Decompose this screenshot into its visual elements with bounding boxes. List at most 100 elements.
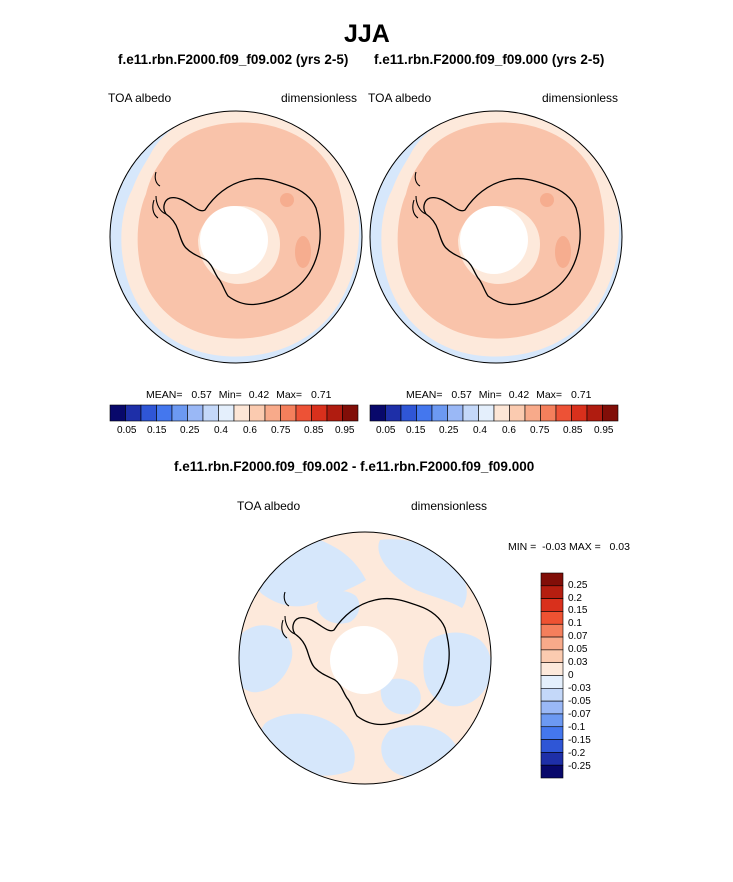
colorbar-swatch	[478, 404, 495, 422]
panel-2-max-value: 0.71	[570, 389, 592, 401]
colorbar-swatch	[540, 585, 564, 599]
map-1-peninsula	[152, 171, 167, 219]
panel-2-min-value: 0.42	[508, 389, 530, 401]
cb3-tick: -0.1	[568, 722, 586, 733]
colorbar-swatch	[540, 598, 564, 612]
colorbar-swatch	[555, 404, 572, 422]
panel-2-units-label: dimensionless	[542, 91, 619, 105]
colorbar-swatch	[416, 404, 433, 422]
colorbar-swatch	[540, 662, 564, 676]
diff-panel-title: f.e11.rbn.F2000.f09_f09.002 - f.e11.rbn.…	[174, 459, 535, 474]
colorbar-diff	[540, 572, 564, 779]
diff-variable-label: TOA albedo	[237, 499, 301, 513]
map-2-pole-hole	[460, 206, 528, 274]
cb2-tick: 0.85	[563, 425, 583, 436]
map-1-border	[109, 110, 363, 364]
colorbar-swatch	[400, 404, 417, 422]
cb1-tick: 0.05	[117, 425, 137, 436]
map-1-high-patch	[295, 236, 311, 268]
cb1-tick: 0.4	[214, 425, 228, 436]
colorbar-swatch	[540, 739, 564, 753]
cb3-tick: -0.07	[568, 709, 591, 720]
panel-1-stats: MEAN= 0.57 Min= 0.42 Max= 0.71	[146, 389, 331, 401]
colorbar-swatch	[125, 404, 142, 422]
cb3-tick: 0.15	[568, 605, 588, 616]
colorbar-swatch	[540, 700, 564, 715]
colorbar-swatch	[540, 764, 564, 779]
colorbar-swatch	[156, 404, 173, 422]
cb2-tick: 0.15	[406, 425, 426, 436]
panel-2-stats: MEAN= 0.57 Min= 0.42 Max= 0.71	[406, 389, 591, 401]
colorbar-swatch	[493, 404, 510, 422]
map-2-high-patch	[540, 193, 554, 207]
panel-1-max-value: 0.71	[310, 389, 332, 401]
cb3-tick: 0.25	[568, 580, 588, 591]
diff-peninsula	[281, 591, 296, 639]
panel-1-min-value: 0.42	[248, 389, 270, 401]
colorbar-swatch	[295, 404, 312, 422]
panel-2-max-label: Max=	[536, 389, 563, 401]
diff-coastline	[292, 597, 450, 726]
map-panel-1	[109, 110, 363, 364]
panel-2-mean-label: MEAN=	[406, 389, 443, 401]
map-2-border	[369, 110, 623, 364]
diff-negative-region	[423, 632, 491, 707]
colorbar-swatch	[540, 404, 557, 422]
colorbar-swatch	[509, 404, 526, 422]
colorbar-swatch	[233, 404, 250, 422]
panel-1-units-label: dimensionless	[281, 91, 358, 105]
colorbar-swatch	[540, 623, 564, 638]
colorbar-panel-2	[369, 404, 619, 422]
diff-pole-hole	[330, 626, 398, 694]
colorbar-swatch	[540, 636, 564, 651]
colorbar-swatch	[280, 404, 297, 422]
panel-2-case-title: f.e11.rbn.F2000.f09_f09.000 (yrs 2-5)	[374, 52, 605, 67]
cb1-tick: 0.15	[147, 425, 167, 436]
cb3-tick: 0.1	[568, 618, 582, 629]
cb3-tick: 0.2	[568, 593, 582, 604]
cb3-tick: 0	[568, 670, 574, 681]
panel-2-mean-value: 0.57	[451, 389, 472, 401]
cb1-tick: 0.6	[243, 425, 257, 436]
cb2-tick: 0.6	[502, 425, 516, 436]
colorbar-swatch	[540, 726, 564, 740]
panel-2-min-label: Min=	[478, 389, 502, 401]
colorbar-swatch	[202, 404, 219, 422]
colorbar-swatch	[571, 404, 588, 422]
cb3-tick: 0.07	[568, 631, 588, 642]
colorbar-swatch	[369, 404, 386, 422]
cb3-tick: -0.03	[568, 683, 591, 694]
colorbar-swatch	[540, 675, 564, 689]
panel-1-case-title: f.e11.rbn.F2000.f09_f09.002 (yrs 2-5)	[118, 52, 349, 67]
colorbar-swatch	[540, 649, 564, 663]
colorbar-swatch	[540, 752, 564, 766]
colorbar-swatch	[140, 404, 157, 422]
cb3-tick: -0.2	[568, 748, 586, 759]
cb2-tick: 0.4	[473, 425, 487, 436]
map-panel-2	[369, 110, 623, 364]
diff-negative-region	[317, 591, 360, 624]
cb3-tick: -0.15	[568, 735, 591, 746]
diff-negative-region	[239, 625, 293, 693]
panel-2-variable-label: TOA albedo	[368, 91, 432, 105]
cb3-tick: 0.05	[568, 644, 588, 655]
colorbar-swatch	[540, 572, 564, 587]
colorbar-swatch	[540, 688, 564, 702]
diff-units-label: dimensionless	[411, 499, 488, 513]
cb1-tick: 0.75	[271, 425, 291, 436]
map-1-coastline	[163, 177, 321, 306]
colorbar-swatch	[187, 404, 204, 422]
panel-1-min-label: Min=	[218, 389, 242, 401]
colorbar-swatch	[326, 404, 343, 422]
cb3-tick: -0.25	[568, 761, 591, 772]
cb3-tick: -0.05	[568, 696, 591, 707]
colorbar-swatch	[385, 404, 402, 422]
diff-negative-region	[380, 678, 421, 715]
colorbar-panel-1	[109, 404, 359, 422]
cb1-tick: 0.85	[304, 425, 324, 436]
colorbar-swatch	[602, 404, 619, 422]
map-2-high-patch	[555, 236, 571, 268]
colorbar-swatch	[586, 404, 603, 422]
colorbar-swatch	[447, 404, 464, 422]
